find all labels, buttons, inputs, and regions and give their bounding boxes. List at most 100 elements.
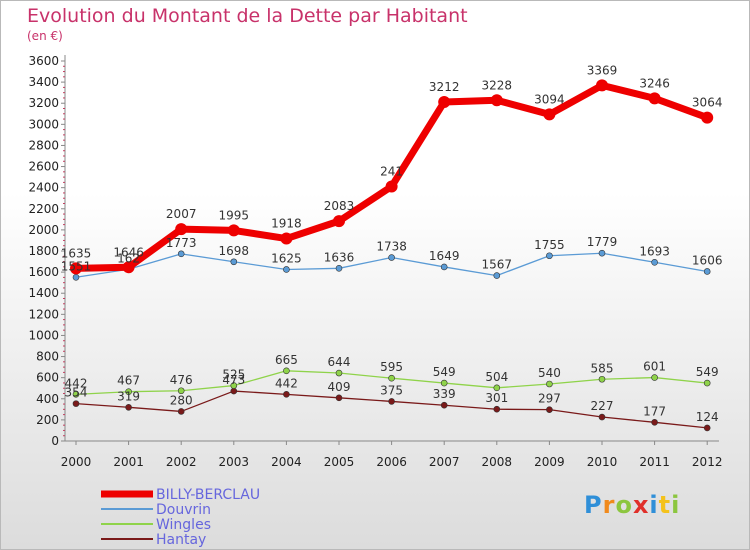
data-point [651, 374, 658, 381]
proxiti-logo: Proxiti [584, 491, 680, 519]
data-label: 2083 [324, 199, 355, 213]
data-point [177, 387, 185, 395]
data-label: 3246 [639, 76, 670, 90]
data-label: 525 [222, 368, 245, 382]
data-point [230, 387, 238, 395]
logo-letter: i [649, 491, 659, 519]
y-tick-label: 2600 [28, 160, 59, 174]
data-point [493, 384, 501, 392]
data-label: 2007 [166, 207, 197, 221]
data-label: 3212 [429, 80, 460, 94]
data-label: 3228 [482, 78, 513, 92]
data-point [335, 394, 343, 402]
data-label: 3064 [692, 96, 723, 110]
data-point [546, 252, 553, 260]
data-point [230, 258, 238, 266]
data-point [72, 391, 80, 398]
data-label: 1693 [639, 244, 670, 258]
data-label: 549 [696, 365, 719, 379]
data-label: 1755 [534, 238, 565, 252]
data-point [493, 405, 501, 413]
data-point [493, 272, 501, 279]
data-label: 504 [485, 370, 508, 384]
data-label: 1567 [482, 258, 513, 272]
data-label: 1995 [219, 208, 250, 222]
x-tick-label: 2003 [219, 455, 250, 469]
data-point [388, 254, 395, 261]
x-tick-label: 2002 [166, 455, 197, 469]
data-point [335, 265, 343, 272]
data-label: 467 [117, 374, 140, 388]
data-point [70, 262, 82, 275]
data-point [703, 379, 711, 387]
y-tick-label: 3000 [28, 117, 59, 131]
x-tick-label: 2011 [639, 455, 670, 469]
data-label: 1698 [219, 244, 250, 258]
data-point [490, 94, 503, 107]
data-label: 1635 [61, 246, 92, 260]
data-label: 442 [65, 376, 88, 390]
data-label: 1773 [166, 236, 197, 250]
logo-letter: P [584, 491, 603, 519]
data-point [701, 111, 714, 124]
data-label: 476 [170, 373, 193, 387]
data-point [227, 224, 240, 237]
data-label: 162 [117, 251, 140, 265]
x-tick-label: 2007 [429, 455, 460, 469]
y-tick-label: 3200 [28, 96, 59, 110]
data-label: 375 [380, 383, 403, 397]
data-point [122, 261, 135, 274]
x-tick-label: 2008 [482, 455, 513, 469]
data-point [546, 380, 553, 388]
data-point [440, 401, 448, 409]
data-point [177, 408, 185, 415]
y-tick-label: 200 [36, 413, 59, 427]
data-point [72, 273, 80, 281]
data-point [280, 232, 293, 245]
data-label: 319 [117, 389, 140, 403]
x-tick-label: 2001 [113, 455, 144, 469]
x-tick-label: 2009 [534, 455, 565, 469]
data-label: 1738 [376, 240, 407, 254]
y-tick-label: 0 [51, 434, 59, 448]
data-point [598, 249, 606, 257]
y-tick-label: 1000 [28, 328, 59, 342]
data-point [703, 268, 711, 275]
data-point [388, 398, 395, 405]
logo-letter: i [671, 491, 681, 519]
data-label: 1606 [692, 253, 723, 267]
data-point [651, 258, 658, 266]
legend-label: Hantay [156, 532, 206, 548]
y-tick-label: 1600 [28, 265, 59, 279]
data-point [283, 367, 290, 375]
logo-letter: x [632, 491, 650, 519]
data-point [651, 419, 658, 426]
data-point [440, 263, 448, 271]
data-point [385, 180, 398, 193]
data-label: 177 [643, 404, 666, 418]
data-label: 1779 [587, 235, 618, 249]
logo-letter: o [615, 491, 633, 519]
data-label: 301 [485, 391, 508, 405]
data-label: 585 [591, 361, 614, 375]
data-label: 601 [643, 360, 666, 374]
data-point [175, 223, 188, 236]
x-tick-label: 2005 [324, 455, 355, 469]
data-point [596, 79, 608, 92]
data-label: 644 [328, 355, 351, 369]
x-tick-label: 2006 [376, 455, 407, 469]
x-tick-label: 2000 [61, 455, 92, 469]
data-label: 665 [275, 353, 298, 367]
data-point [440, 379, 448, 387]
data-point [177, 250, 185, 258]
chart-title: Evolution du Montant de la Dette par Hab… [27, 5, 468, 27]
data-point [598, 413, 606, 421]
data-point [546, 406, 553, 413]
data-point [283, 391, 290, 398]
data-label: 549 [433, 365, 456, 379]
data-point [230, 382, 238, 389]
data-label: 1636 [324, 250, 355, 264]
y-tick-label: 1400 [28, 286, 59, 300]
legend-label: Wingles [156, 517, 211, 533]
